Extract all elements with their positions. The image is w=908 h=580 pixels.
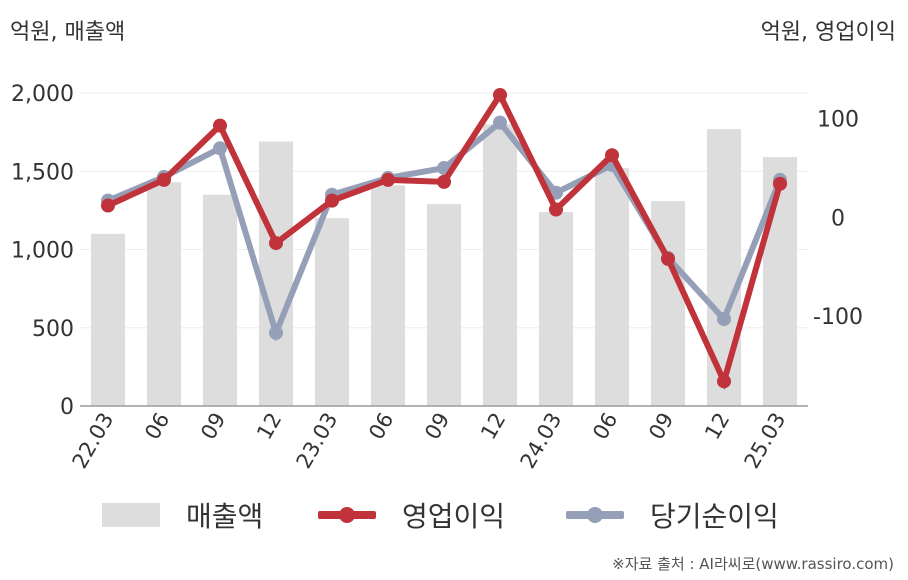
point-operating (269, 236, 283, 251)
bar-sales (315, 218, 349, 406)
legend-swatch-sales (102, 503, 160, 527)
point-operating (213, 118, 227, 133)
point-operating (157, 172, 171, 187)
point-operating (325, 193, 339, 208)
bar-sales (147, 182, 181, 406)
point-operating (101, 198, 115, 213)
bar-sales (483, 124, 517, 407)
point-net (213, 141, 227, 156)
point-operating (717, 374, 731, 389)
point-operating (493, 87, 507, 102)
y-right-tick-label: -100 (813, 305, 863, 330)
point-net (493, 115, 507, 130)
x-tick-label: 06 (364, 409, 398, 444)
point-operating (661, 251, 675, 266)
point-operating (605, 148, 619, 163)
point-operating (773, 176, 787, 191)
legend-item-operating: 영업이익 (318, 492, 505, 538)
bar-sales (595, 168, 629, 406)
y-left-tick-label: 0 (60, 395, 74, 420)
bar-sales (91, 233, 125, 406)
source-note: ※자료 출처 : AI라씨로(www.rassiro.com) (612, 555, 894, 573)
y-left-tick-label: 500 (32, 317, 74, 342)
point-operating (549, 202, 563, 217)
x-tick-label: 22.03 (67, 409, 118, 473)
y-right-tick-label: 100 (817, 108, 859, 133)
bar-layer (91, 124, 797, 407)
point-net (269, 325, 283, 340)
x-tick-label: 12 (700, 409, 734, 444)
legend-item-sales: 매출액 (102, 492, 263, 538)
bar-sales (427, 204, 461, 406)
y-right-tick-label: 0 (831, 206, 845, 231)
x-tick-label: 24.03 (515, 409, 566, 473)
bar-sales (371, 185, 405, 406)
x-tick-label: 12 (252, 409, 286, 444)
x-tick-label: 09 (196, 409, 230, 444)
left-axis-unit: 억원, 매출액 (10, 20, 126, 45)
x-tick-label: 25.03 (739, 409, 790, 473)
x-tick-label: 06 (588, 409, 622, 444)
bar-sales (203, 194, 237, 406)
y-left-tick-label: 1,500 (11, 160, 74, 185)
legend-swatch-net (566, 503, 624, 527)
right-axis-unit: 억원, 영업이익 (760, 20, 896, 45)
line-layer (101, 87, 787, 390)
x-tick-label: 23.03 (291, 409, 342, 473)
x-tick-label: 09 (420, 409, 454, 444)
x-tick-label: 12 (476, 409, 510, 444)
y-left-tick-label: 1,000 (11, 239, 74, 264)
x-tick-label: 09 (644, 409, 678, 444)
legend: 매출액 영업이익 당기순이익 (0, 492, 908, 538)
bar-sales (259, 141, 293, 406)
bar-sales (763, 157, 797, 406)
point-operating (437, 174, 451, 189)
bar-sales (539, 211, 573, 406)
legend-label-sales: 매출액 (186, 500, 264, 533)
x-tick-label: 06 (140, 409, 174, 444)
legend-label-net: 당기순이익 (650, 500, 779, 533)
point-net (717, 312, 731, 327)
y-left-tick-label: 2,000 (11, 82, 74, 107)
point-operating (381, 172, 395, 187)
legend-swatch-operating (318, 503, 376, 527)
bar-sales (707, 128, 741, 406)
legend-label-operating: 영업이익 (402, 500, 506, 533)
legend-item-net: 당기순이익 (566, 492, 779, 538)
